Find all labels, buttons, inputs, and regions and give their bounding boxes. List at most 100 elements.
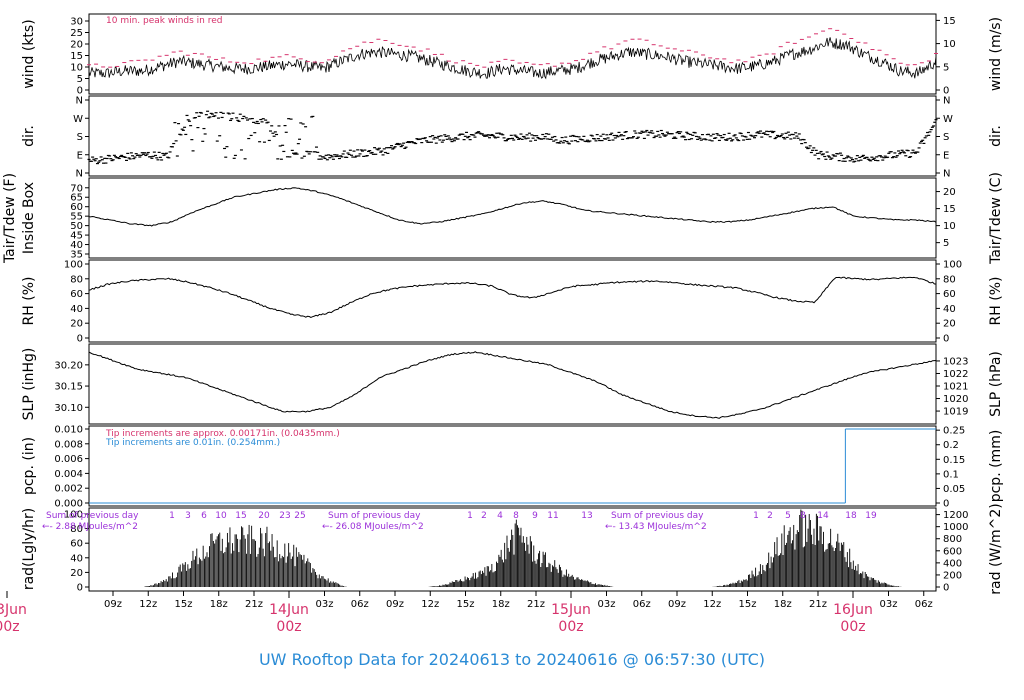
rad-hour-label: 11 <box>547 511 558 521</box>
wind-left-tick-label: 0 <box>77 86 83 97</box>
slp-left-tick-label: 30.10 <box>54 403 83 414</box>
temp-ylabel-left2: Inside Box <box>21 182 37 254</box>
rad-hour-label: 5 <box>785 511 791 521</box>
dir-left-tick-label: W <box>73 114 83 125</box>
rh-left-tick-label: 100 <box>64 260 83 271</box>
rad-right-tick-label: 200 <box>943 570 962 581</box>
dir-right-tick-label: N <box>943 169 950 180</box>
x-tick-label: 06z <box>633 599 651 610</box>
dir-right-tick-label: E <box>943 150 949 161</box>
dir-left-tick-label: S <box>77 132 83 143</box>
wind-right-tick-label: 5 <box>943 62 949 73</box>
rad-hour-label: 25 <box>294 511 305 521</box>
rh-left-tick-label: 60 <box>70 289 83 300</box>
slp-right-tick-label: 1023 <box>943 356 968 367</box>
slp-right-tick-label: 1020 <box>943 394 968 405</box>
pcp-annotation-coarse: Tip increments are 0.01in. (0.254mm.) <box>105 438 280 448</box>
rh-right-tick-label: 20 <box>943 319 956 330</box>
rad-right-tick-label: 400 <box>943 558 962 569</box>
rad-sum-value-1: ←- 2.88 MJoules/m^2 <box>42 522 138 532</box>
rad-panel-frame <box>88 507 937 592</box>
temp-left-tick-label: 60 <box>70 202 83 213</box>
rad-hour-label: 2 <box>481 511 487 521</box>
temp-left-tick-label: 70 <box>70 183 83 194</box>
rad-ylabel-left: rad(Lgly/hr) <box>21 508 37 590</box>
wind-right-tick-label: 0 <box>943 86 949 97</box>
x-tick-label: 21z <box>245 599 263 610</box>
x-axis: 09z 12z 15z 18z 21z 03z 06z 09z 12z 15z 18z 21z 03z 0… <box>0 591 933 635</box>
x-tick-label: 18z <box>210 599 228 610</box>
x-day-date: 14Jun <box>269 602 309 618</box>
dir-right-tick-label: N <box>943 96 950 107</box>
pcp-right-tick-label: 0.15 <box>943 455 965 466</box>
rad-hour-label: 14 <box>817 511 829 521</box>
temp-left-tick-label: 35 <box>70 250 83 261</box>
pcp-left-tick-label: 0.002 <box>54 484 83 495</box>
rad-left-tick-label: 40 <box>70 553 83 564</box>
rad-right-tick-label: 600 <box>943 546 962 557</box>
dir-ylabel-right: dir. <box>988 125 1004 147</box>
slp-left-tick-label: 30.20 <box>54 360 83 371</box>
x-tick-label: 09z <box>668 599 686 610</box>
temp-right-tick-label: 5 <box>943 238 949 249</box>
pcp-right-tick-label: 0.25 <box>943 426 965 437</box>
slp-ylabel-right: SLP (hPa) <box>988 351 1004 417</box>
rad-right-tick-label: 800 <box>943 534 962 545</box>
rad-hour-label: 4 <box>497 511 503 521</box>
rad-hour-label: 8 <box>513 511 519 521</box>
rh-left-tick-label: 0 <box>77 334 83 345</box>
x-day-time: 00z <box>0 619 20 635</box>
x-tick-label: 15z <box>739 599 757 610</box>
rad-hour-label: 23 <box>279 511 290 521</box>
rad-sum-label-3: Sum of previous day <box>611 511 704 521</box>
slp-right-tick-label: 1019 <box>943 407 968 418</box>
x-day-time: 00z <box>276 619 301 635</box>
x-day-time: 00z <box>840 619 865 635</box>
x-tick-label: 12z <box>421 599 439 610</box>
dir-left-tick-label: N <box>76 96 83 107</box>
pcp-panel: 0.000 0.002 0.004 0.006 0.008 0.010 0 0.05 0.1 0.… <box>54 425 965 510</box>
wind-left-tick-label: 30 <box>70 17 83 28</box>
pcp-left-tick-label: 0.006 <box>54 454 83 465</box>
pcp-left-tick-label: 0.010 <box>54 425 83 436</box>
rad-hour-label: 10 <box>215 511 227 521</box>
dir-right-tick-label: W <box>943 114 953 125</box>
temp-left-tick-label: 50 <box>70 221 83 232</box>
chart-footer-title: UW Rooftop Data for 20240613 to 20240616… <box>259 650 765 669</box>
slp-ylabel-left: SLP (inHg) <box>21 348 37 421</box>
rad-hour-label: 2 <box>767 511 773 521</box>
rh-right-tick-label: 60 <box>943 289 956 300</box>
x-tick-label: 21z <box>527 599 545 610</box>
x-tick-label: 18z <box>492 599 510 610</box>
dir-panel-frame <box>88 95 937 177</box>
dir-left-tick-label: E <box>77 150 83 161</box>
wind-right-tick-label: 15 <box>943 16 956 27</box>
rh-right-tick-label: 0 <box>943 334 949 345</box>
x-tick-label: 15z <box>175 599 193 610</box>
slp-right-tick-label: 1022 <box>943 369 968 380</box>
pcp-ylabel-left: pcp. (in) <box>21 437 37 495</box>
rad-ylabel-right: rad (W/m^2) <box>988 503 1004 594</box>
rad-hour-label: 6 <box>201 511 207 521</box>
pcp-right-tick-label: 0.05 <box>943 484 965 495</box>
rh-ylabel-right: RH (%) <box>988 277 1004 326</box>
pcp-left-tick-label: 0.004 <box>54 469 83 480</box>
rad-hour-label: 20 <box>258 511 270 521</box>
rad-hour-label: 1 <box>169 511 175 521</box>
temp-panel-frame <box>88 177 937 259</box>
rad-hour-label: 19 <box>865 511 877 521</box>
rad-sum-value-3: ←- 13.43 MJoules/m^2 <box>605 522 707 532</box>
rh-ylabel-left: RH (%) <box>21 277 37 326</box>
x-tick-label: 12z <box>703 599 721 610</box>
rh-panel: 0 20 40 60 80 100 0 20 40 60 80 100 <box>64 260 962 345</box>
rh-panel-frame <box>88 259 937 343</box>
x-tick-label: 03z <box>598 599 616 610</box>
x-tick-label: 06z <box>351 599 369 610</box>
slp-left-tick-label: 30.15 <box>54 382 83 393</box>
temp-left-tick-label: 45 <box>70 231 83 242</box>
rad-hour-label: 8 <box>800 511 806 521</box>
rad-sum-label-1: Sum of previous day <box>46 511 139 521</box>
dir-panel: N NE ES SW WN N <box>73 96 953 180</box>
